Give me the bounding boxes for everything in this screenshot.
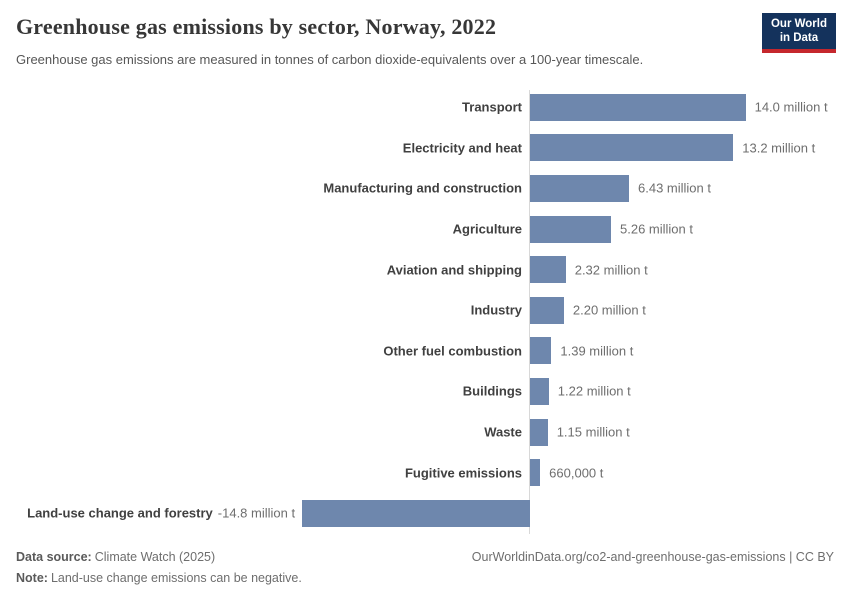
attribution-link[interactable]: OurWorldinData.org/co2-and-greenhouse-ga…	[471, 550, 834, 564]
owid-logo-line2: in Data	[779, 31, 819, 44]
bar[interactable]	[530, 337, 552, 365]
bar-row: Agriculture 5.26 million t	[0, 209, 850, 250]
bar-row: Fugitive emissions 660,000 t	[0, 452, 850, 493]
bar[interactable]	[530, 93, 746, 121]
category-label: Buildings	[462, 383, 522, 399]
bar-row: Transport 14.0 million t	[0, 87, 850, 128]
value-label: 2.20 million t	[572, 302, 646, 318]
category-label: Waste	[484, 424, 522, 440]
bar[interactable]	[530, 256, 566, 284]
page-title: Greenhouse gas emissions by sector, Norw…	[16, 14, 497, 39]
data-source-label: Data source:	[16, 550, 92, 564]
chart-subtitle: Greenhouse gas emissions are measured in…	[16, 52, 644, 67]
bar[interactable]	[530, 459, 541, 487]
value-label: 13.2 million t	[742, 140, 816, 156]
bar[interactable]	[530, 377, 549, 405]
value-label: 5.26 million t	[620, 221, 693, 237]
category-label: Aviation and shipping	[386, 262, 522, 278]
bar-row: Aviation and shipping 2.32 million t	[0, 249, 850, 290]
bar[interactable]	[302, 499, 530, 527]
value-label: -14.8 million t	[217, 505, 296, 521]
note-label: Note:	[16, 571, 48, 585]
owid-logo[interactable]: Our World in Data	[761, 13, 836, 53]
value-label: 14.0 million t	[754, 99, 828, 115]
value-label: 1.15 million t	[556, 424, 630, 440]
value-label: 6.43 million t	[638, 180, 711, 196]
bar[interactable]	[530, 174, 630, 202]
chart-footer: Data source: Climate Watch (2025) OurWorl…	[16, 547, 834, 589]
value-label: 1.39 million t	[560, 343, 634, 359]
category-label: Land-use change and forestry -14.8 millio…	[27, 505, 296, 521]
bar-row: Manufacturing and construction 6.43 milli…	[0, 168, 850, 209]
bar-row: Land-use change and forestry -14.8 millio…	[0, 493, 850, 534]
value-label: 2.32 million t	[574, 262, 648, 278]
owid-logo-line1: Our World	[770, 18, 827, 30]
data-source-value: Climate Watch (2025)	[94, 550, 216, 564]
bar[interactable]	[530, 296, 564, 324]
bar-row: Buildings 1.22 million t	[0, 371, 850, 412]
bar-chart: Transport 14.0 million t Electricity and h…	[0, 87, 850, 534]
bar-row: Industry 2.20 million t	[0, 290, 850, 331]
category-label: Industry	[470, 302, 522, 318]
note-value: Land-use change emissions can be negativ…	[50, 571, 302, 585]
category-label: Manufacturing and construction	[323, 180, 522, 196]
bar-row: Electricity and heat 13.2 million t	[0, 128, 850, 169]
category-label: Agriculture	[452, 221, 522, 237]
bar[interactable]	[530, 215, 611, 243]
bar[interactable]	[530, 134, 734, 162]
bar-row: Waste 1.15 million t	[0, 412, 850, 453]
value-label: 660,000 t	[549, 465, 604, 481]
category-label: Transport	[462, 99, 522, 115]
zero-axis-line	[529, 90, 530, 534]
category-label: Fugitive emissions	[404, 465, 522, 481]
category-label: Other fuel combustion	[383, 343, 522, 359]
value-label: 1.22 million t	[557, 383, 631, 399]
bar-row: Other fuel combustion 1.39 million t	[0, 331, 850, 372]
data-source-text: Data source: Climate Watch (2025)	[16, 547, 215, 568]
category-label: Electricity and heat	[402, 140, 522, 156]
chart-note: Note: Land-use change emissions can be ne…	[16, 568, 834, 589]
bar[interactable]	[530, 418, 548, 446]
